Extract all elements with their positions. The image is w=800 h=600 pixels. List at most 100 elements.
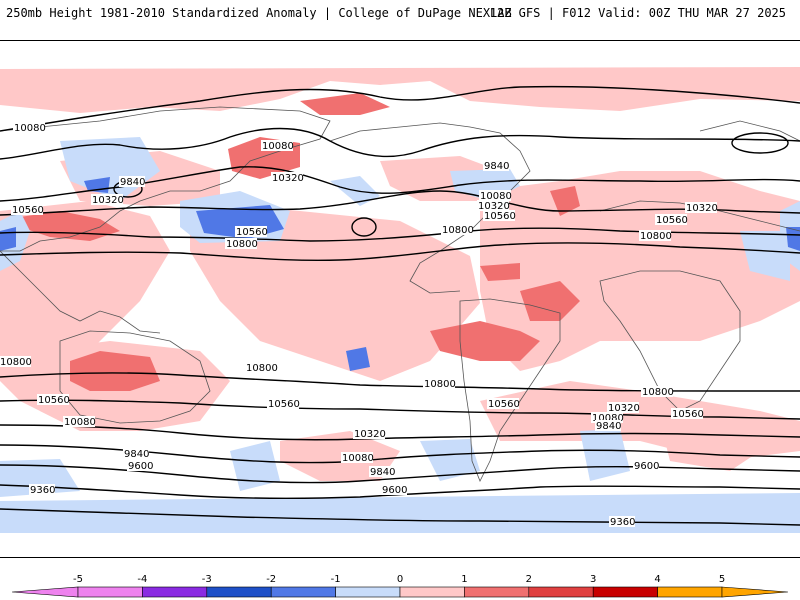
contour-label-bg <box>123 448 149 459</box>
map-title: 250mb Height 1981-2010 Standardized Anom… <box>6 6 512 20</box>
colorbar-band <box>270 586 336 598</box>
colorbar-band <box>464 586 530 598</box>
contour-label: 9600 <box>128 461 153 472</box>
contour-label-bg <box>639 230 671 241</box>
contour-label-bg <box>479 190 511 201</box>
contour-label: 10320 <box>478 201 510 212</box>
contour-label-bg <box>245 362 277 373</box>
contour-10800-south <box>0 372 800 392</box>
contour-label: 10560 <box>672 409 704 420</box>
contour-label: 9840 <box>484 161 509 172</box>
neg-anomaly-south-atlantic-a <box>580 429 630 481</box>
map-panel: 10080 10080 9840 10320 10560 10560 10800 10320 9… <box>0 40 800 558</box>
colorbar-tick-label: -2 <box>266 574 276 585</box>
colorbar-band <box>399 586 465 598</box>
contour-north-ring <box>0 85 800 132</box>
contour-label: 10560 <box>236 227 268 238</box>
contour-label: 10800 <box>424 379 456 390</box>
pos2-anomaly-caribbean <box>480 263 520 281</box>
colorbar-tick-label: 3 <box>590 574 596 585</box>
contour-label-bg <box>225 238 257 249</box>
colorbar-band <box>592 586 658 598</box>
contour-label: 10080 <box>342 453 374 464</box>
neg2-anomaly-south-pacific <box>346 347 370 371</box>
contour-label-bg <box>477 200 509 211</box>
coast-south-america <box>459 298 561 482</box>
contour-label: 10560 <box>38 395 70 406</box>
contour-label-bg <box>441 224 473 235</box>
contour-9600-south <box>0 484 800 500</box>
contour-label-layer: 1008010080984010320105601056010800103209… <box>0 122 718 528</box>
contour-label: 9360 <box>610 517 635 528</box>
contour-label-bg <box>29 484 55 495</box>
pos2-anomaly-south-america <box>430 321 540 361</box>
colorbar-right-arrow <box>721 586 789 598</box>
coast-africa <box>599 270 741 412</box>
colorbar-tick-label: 5 <box>719 574 725 585</box>
colorbar-bands <box>11 586 789 598</box>
anomaly-map: 1008010080984010320105601056010800103209… <box>0 67 800 533</box>
neg-anomaly-south-pacific-a <box>230 441 280 491</box>
neg2-anomaly-east-edge <box>786 227 800 251</box>
contour-label-bg <box>11 204 43 215</box>
contour-label: 9600 <box>382 485 407 496</box>
colorbar-band <box>206 586 272 598</box>
contour-label: 10560 <box>488 399 520 410</box>
colorbar-band <box>77 586 143 598</box>
pos-anomaly-north-band <box>0 67 800 113</box>
contour-label: 10080 <box>14 123 46 134</box>
contour-label: 10080 <box>480 191 512 202</box>
contour-label: 10800 <box>0 357 32 368</box>
neg-anomaly-asia-east <box>740 231 790 281</box>
contour-label: 9360 <box>30 485 55 496</box>
contour-label-bg <box>655 214 687 225</box>
contour-label-bg <box>0 356 31 367</box>
contour-label: 10800 <box>642 387 674 398</box>
contour-label-bg <box>591 412 623 423</box>
coast-arctic-asia <box>699 120 800 142</box>
contour-label: 10800 <box>442 225 474 236</box>
contour-label-bg <box>487 398 519 409</box>
pos2-anomaly-brazil <box>520 281 580 321</box>
contour-label: 10080 <box>592 413 624 424</box>
pos-anomaly-south-indian <box>660 421 760 471</box>
contour-label: 10560 <box>12 205 44 216</box>
contour-label-bg <box>91 194 123 205</box>
colorbar-band <box>657 586 723 598</box>
contour-label-bg <box>13 122 45 133</box>
contour-label-bg <box>127 460 153 471</box>
anomaly-shading-layer <box>0 67 800 533</box>
colorbar-band <box>142 586 208 598</box>
pos2-anomaly-arctic <box>300 93 390 115</box>
contour-label-bg <box>483 210 515 221</box>
contour-label-bg <box>267 398 299 409</box>
contour-label: 9840 <box>120 177 145 188</box>
contour-label: 10800 <box>226 239 258 250</box>
colorbar-tick-label: -5 <box>73 574 83 585</box>
contour-label: 9600 <box>634 461 659 472</box>
neg-anomaly-south-pacific-b <box>420 439 480 481</box>
contour-10320-north <box>0 190 800 216</box>
colorbar-left-arrow <box>11 586 79 598</box>
colorbar-tick-label: 0 <box>397 574 403 585</box>
contour-label-bg <box>483 160 509 171</box>
contour-label-bg <box>37 394 69 405</box>
colorbar-tick-label: -1 <box>331 574 341 585</box>
colorbar-tick-label: -4 <box>137 574 147 585</box>
contour-label-bg <box>353 428 385 439</box>
contour-label: 10320 <box>272 173 304 184</box>
contour-label-bg <box>423 378 455 389</box>
contour-label: 10800 <box>246 363 278 374</box>
contour-label-bg <box>609 516 635 527</box>
contour-label-bg <box>261 140 293 151</box>
colorbar-band <box>335 586 401 598</box>
contour-label: 10800 <box>640 231 672 242</box>
contour-label: 9840 <box>124 449 149 460</box>
contour-label-bg <box>369 466 395 477</box>
contour-label: 10080 <box>262 141 294 152</box>
contour-label-bg <box>671 408 703 419</box>
contour-label-bg <box>381 484 407 495</box>
coast-australia <box>59 330 211 424</box>
contour-label: 10560 <box>656 215 688 226</box>
contour-label-bg <box>271 172 303 183</box>
